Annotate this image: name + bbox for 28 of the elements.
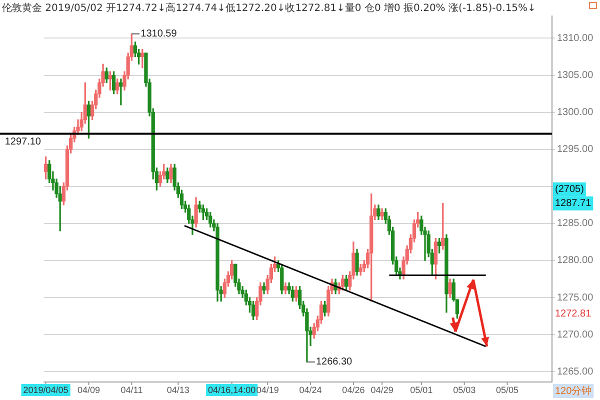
x-tick-label: 05/05 xyxy=(496,384,519,395)
x-tick-label: 04/29 xyxy=(370,384,394,395)
y-tick-label: 1265.00 xyxy=(557,366,594,378)
x-tick-label: 04/16,14:00 xyxy=(208,384,256,395)
x-tick-label: 04/13 xyxy=(166,384,190,395)
text: 120分钟 xyxy=(555,384,592,397)
x-tick-label: 05/01 xyxy=(410,384,433,395)
annotation: 1266.30 xyxy=(316,356,353,368)
y-tick-label: 1275.00 xyxy=(557,292,594,304)
y-tick-label: 1295.00 xyxy=(557,144,594,156)
text: (2705) xyxy=(555,184,584,196)
annotation: 1310.59 xyxy=(140,28,178,40)
text: 1287.71 xyxy=(555,198,592,210)
x-tick-label: 2019/04/05 xyxy=(23,384,68,395)
y-tick-label: 1280.00 xyxy=(557,255,594,266)
chart-title: 伦敦黄金 2019/05/02 开1274.72↓高1274.74↓低1272.20↓收1272.81↓量0 仓0 增0 振0.20% 涨(-1.85)-0.15%↓ xyxy=(2,2,536,15)
y-tick-label: 1310.00 xyxy=(557,32,594,44)
x-tick-label: 04/24 xyxy=(299,384,322,395)
x-tick-label: 05/03 xyxy=(453,384,476,395)
x-tick-label: 04/09 xyxy=(77,384,100,395)
ref-line-label: 1297.10 xyxy=(4,136,42,148)
y-tick-label: 1285.00 xyxy=(557,218,594,230)
x-tick-label: 04/26 xyxy=(342,384,365,395)
text: 1272.81 xyxy=(555,308,592,320)
y-tick-label: 1300.00 xyxy=(557,107,594,118)
y-tick-label: 1270.00 xyxy=(557,329,594,340)
y-tick-label: 1305.00 xyxy=(557,70,594,82)
x-tick-label: 04/11 xyxy=(120,384,143,395)
